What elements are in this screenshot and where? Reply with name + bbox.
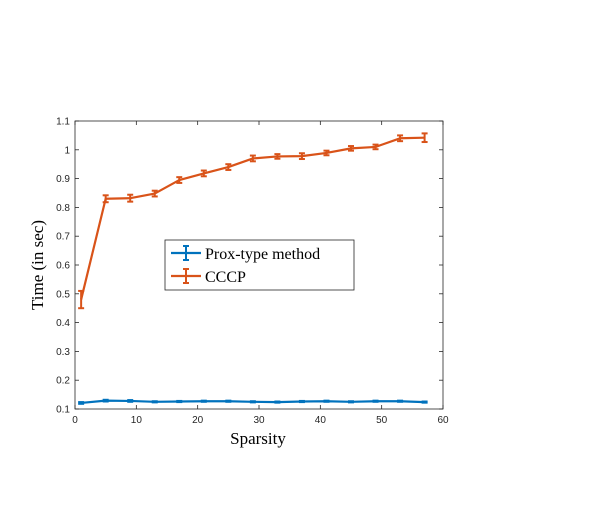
error-bar (225, 399, 232, 403)
error-bar (249, 154, 256, 163)
y-tick-label: 0.4 (56, 318, 70, 329)
error-bar (298, 399, 305, 404)
error-bar (200, 399, 207, 403)
legend-label-prox: Prox-type method (205, 246, 320, 263)
error-bar (348, 400, 354, 404)
error-bar (127, 193, 134, 203)
error-bar (151, 189, 158, 198)
y-tick-label: 1.1 (56, 117, 70, 128)
x-tick-label: 20 (192, 415, 204, 426)
x-tick-label: 40 (315, 415, 327, 426)
y-tick-label: 1 (64, 145, 70, 156)
y-tick-label: 0.5 (56, 289, 70, 300)
x-tick-label: 10 (131, 415, 143, 426)
y-tick-label: 0.2 (56, 376, 70, 387)
error-bar (298, 152, 305, 161)
error-bar (421, 132, 428, 144)
legend-label-cccp: CCCP (205, 269, 246, 286)
error-bar (372, 143, 379, 151)
x-tick-label: 30 (253, 415, 265, 426)
error-bar (102, 398, 109, 403)
error-bar (348, 145, 354, 152)
y-tick-label: 0.9 (56, 174, 70, 185)
x-tick-label: 50 (376, 415, 388, 426)
error-bar (78, 289, 85, 310)
error-bar (200, 169, 207, 178)
error-bar (78, 401, 85, 405)
y-tick-label: 0.6 (56, 261, 70, 272)
error-bar (274, 400, 281, 404)
error-bar (421, 400, 428, 404)
y-tick-label: 0.8 (56, 203, 70, 214)
series-1 (78, 132, 428, 310)
error-bar (176, 399, 183, 404)
legend-item-cccp: CCCP (171, 268, 246, 286)
error-bar (323, 149, 330, 157)
legend-box (164, 239, 355, 291)
error-bar (372, 399, 379, 403)
y-tick-label: 0.7 (56, 232, 70, 243)
legend-marker-prox (171, 245, 201, 261)
series-0 (78, 398, 428, 405)
error-bar (397, 399, 404, 403)
error-bar (249, 400, 256, 404)
x-tick-label: 60 (437, 415, 449, 426)
error-bar (274, 153, 281, 160)
y-axis-label: Time (in sec) (28, 220, 47, 310)
error-bar (176, 176, 183, 184)
error-bar (102, 194, 109, 204)
plot-area: 0 10 20 30 40 50 60 0.1 0.2 0.3 0.4 0.5 0.6 0.7 0.8 0.9… (56, 117, 449, 427)
error-bar (323, 399, 330, 403)
error-bar (225, 163, 232, 171)
error-bar (397, 134, 404, 143)
legend-item-prox: Prox-type method (171, 245, 320, 263)
y-tick-label: 0.3 (56, 347, 70, 358)
legend: Prox-type method CCCP (164, 239, 355, 291)
y-tick-label: 0.1 (56, 405, 70, 416)
x-tick-label: 0 (72, 415, 78, 426)
legend-marker-cccp (171, 268, 201, 284)
x-axis-label: Sparsity (230, 429, 286, 448)
error-bar (151, 400, 158, 404)
error-bar (127, 399, 134, 403)
